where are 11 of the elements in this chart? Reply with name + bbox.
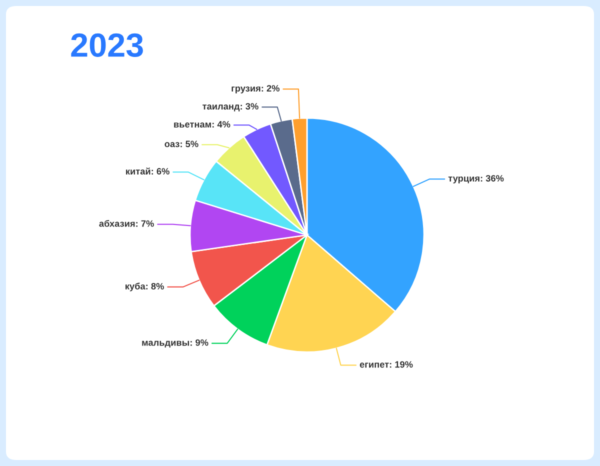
chart-title: 2023 [71, 33, 143, 57]
slice-label: таиланд: 3% [202, 103, 258, 112]
slice-label: куба: 8% [126, 282, 164, 292]
slice-label: китай: 6% [126, 168, 170, 175]
slice-label: мальдивы: 9% [142, 339, 208, 348]
slice-label: оаз: 5% [164, 140, 198, 148]
slice-label: египет: 19% [360, 361, 413, 368]
slice-label: турция: 36% [448, 175, 504, 184]
slice-label: грузия: 2% [232, 85, 280, 94]
slice-label: абхазия: 7% [99, 220, 154, 227]
slice-label: вьетнам: 4% [174, 121, 230, 128]
